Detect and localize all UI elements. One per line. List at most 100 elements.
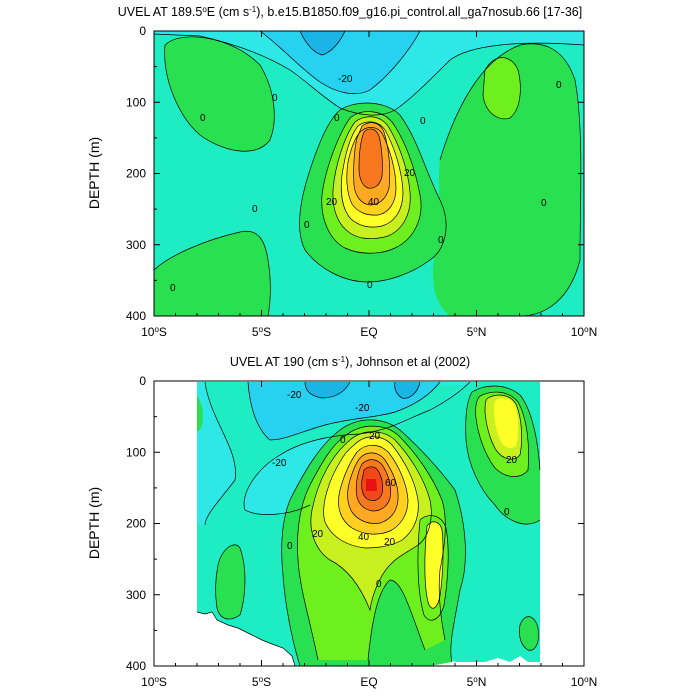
top-contour-label: 0 <box>367 280 373 291</box>
x-tick-label: 10oS <box>141 325 167 340</box>
top-fill-pos0-right <box>433 43 581 316</box>
x-tick-label: 5oS <box>252 325 271 340</box>
top-contour-line-5 <box>299 102 447 283</box>
top-contour-label: 0 <box>170 283 176 294</box>
bottom-contour-line-19 <box>424 521 444 609</box>
bottom-contour-line-3 <box>243 381 471 515</box>
y-tick-label: 100 <box>126 445 146 459</box>
top-contour-label: 0 <box>272 93 278 104</box>
bottom-fill-neg10 <box>197 382 470 525</box>
bottom-contour-label: -20 <box>272 458 287 469</box>
bottom-fill-neg30 <box>305 382 420 399</box>
top-x-ticks: 10oS 5oS EQ 5oN 10oN <box>141 31 597 339</box>
bottom-contour-line-10 <box>297 435 346 661</box>
y-tick-label: 400 <box>126 659 146 673</box>
top-contour-line-9 <box>321 111 422 254</box>
bottom-x-ticks: 10oS 5oS EQ 5oN 10oN <box>141 381 597 689</box>
y-tick-label: 0 <box>139 24 146 38</box>
x-tick-label: EQ <box>360 325 377 339</box>
y-tick-label: 200 <box>126 167 146 181</box>
top-contour-line-1 <box>154 33 584 116</box>
bottom-contour-line-13 <box>323 436 419 549</box>
bottom-contour-line-24 <box>196 611 296 666</box>
bottom-contour-label: 0 <box>340 435 346 446</box>
top-contour-line-12 <box>346 127 397 216</box>
top-contour-line-6 <box>439 43 582 316</box>
top-contour-line-8 <box>482 57 521 120</box>
top-fill-neg30 <box>300 31 345 55</box>
bottom-contour-line-1 <box>247 381 441 441</box>
top-contour-label: 0 <box>200 113 206 124</box>
top-contour-label: 0 <box>438 235 444 246</box>
bottom-contour-line-2 <box>204 381 236 526</box>
bottom-contour-line-12 <box>310 431 432 612</box>
top-fill-pos0-bottomleft <box>154 231 271 316</box>
bottom-fill-farright-pos30 <box>494 398 519 448</box>
bottom-contour-label: -20 <box>287 390 302 401</box>
bottom-contour-line-7 <box>281 429 341 666</box>
y-tick-label: 100 <box>126 95 146 109</box>
bottom-contour-label: 20 <box>384 537 396 548</box>
bottom-contour-label: 0 <box>287 541 293 552</box>
bottom-fill-farright-lower <box>519 616 539 651</box>
top-contour-line-2 <box>259 31 421 94</box>
top-contour-label: 0 <box>304 220 310 231</box>
bottom-contour-line-18 <box>417 515 449 621</box>
x-tick-label: 10oN <box>571 325 597 340</box>
top-fill-pos10-right <box>483 57 521 119</box>
y-tick-label: 200 <box>126 517 146 531</box>
top-contour-label: 20 <box>326 197 338 208</box>
bottom-fill-pos90 <box>366 479 377 491</box>
top-fill-pos0-left <box>164 36 275 152</box>
bottom-contour-field: -20 -20 -20 0 20 60 20 40 20 0 20 0 0 <box>154 381 584 666</box>
bottom-contour-label: 20 <box>369 431 381 442</box>
y-tick-label: 0 <box>139 374 146 388</box>
top-contour-label: 0 <box>541 198 547 209</box>
bottom-contour-label: 20 <box>506 455 518 466</box>
x-tick-label: 10oN <box>571 675 597 690</box>
bottom-contour-line-9 <box>344 425 446 641</box>
top-contour-line-14 <box>358 128 383 189</box>
bottom-contour-line-20 <box>465 385 541 525</box>
top-contour-label: 0 <box>556 80 562 91</box>
top-contour-label: 0 <box>334 113 340 124</box>
bottom-contour-line-23 <box>519 616 539 651</box>
top-y-axis-label: DEPTH (m) <box>86 137 102 209</box>
bottom-panel-title: UVEL AT 190 (cm s-1), Johnson et al (200… <box>230 355 470 370</box>
bottom-y-axis-label: DEPTH (m) <box>86 487 102 559</box>
top-contour-field: -20 0 0 0 0 0 0 0 0 20 20 40 0 0 0 <box>154 31 584 316</box>
x-tick-label: EQ <box>360 675 377 689</box>
bottom-contour-label: 0 <box>376 579 382 590</box>
bottom-contour-line-17 <box>361 466 384 502</box>
bottom-contour-label: 0 <box>504 507 510 518</box>
bottom-contour-line-8 <box>215 544 246 620</box>
top-panel-title: UVEL AT 189.5oE (cm s-1), b.e15.B1850.f0… <box>118 5 582 20</box>
x-tick-label: 10oS <box>141 675 167 690</box>
bottom-contour-line-15 <box>347 452 399 524</box>
top-contour-line-11 <box>340 121 404 228</box>
bottom-fill-right-pos30 <box>424 521 444 609</box>
y-tick-label: 400 <box>126 309 146 323</box>
bottom-contour-line-21 <box>475 391 529 477</box>
top-contour-line-4 <box>164 36 275 152</box>
bottom-contour-line-11 <box>367 579 426 661</box>
top-contour-line-13 <box>353 122 391 206</box>
bottom-fill-neg20 <box>248 382 440 440</box>
top-contour-label: 40 <box>368 197 380 208</box>
top-fill-pos60 <box>359 128 383 189</box>
x-tick-label: 5oS <box>252 675 271 690</box>
bottom-contour-line-16 <box>355 459 391 512</box>
bottom-contour-line-14 <box>338 445 409 535</box>
bottom-contour-label: 40 <box>358 532 370 543</box>
bottom-contour-label: 60 <box>385 478 397 489</box>
bottom-contour-line-22 <box>484 394 522 460</box>
bottom-contour-label: 20 <box>312 529 324 540</box>
y-tick-label: 300 <box>126 588 146 602</box>
top-panel: UVEL AT 189.5oE (cm s-1), b.e15.B1850.f0… <box>86 5 597 340</box>
top-fill-neg20 <box>260 31 420 94</box>
top-contour-line-10 <box>332 116 411 240</box>
bottom-contour-line-4 <box>304 381 351 399</box>
bottom-contour-line-6 <box>339 419 466 663</box>
